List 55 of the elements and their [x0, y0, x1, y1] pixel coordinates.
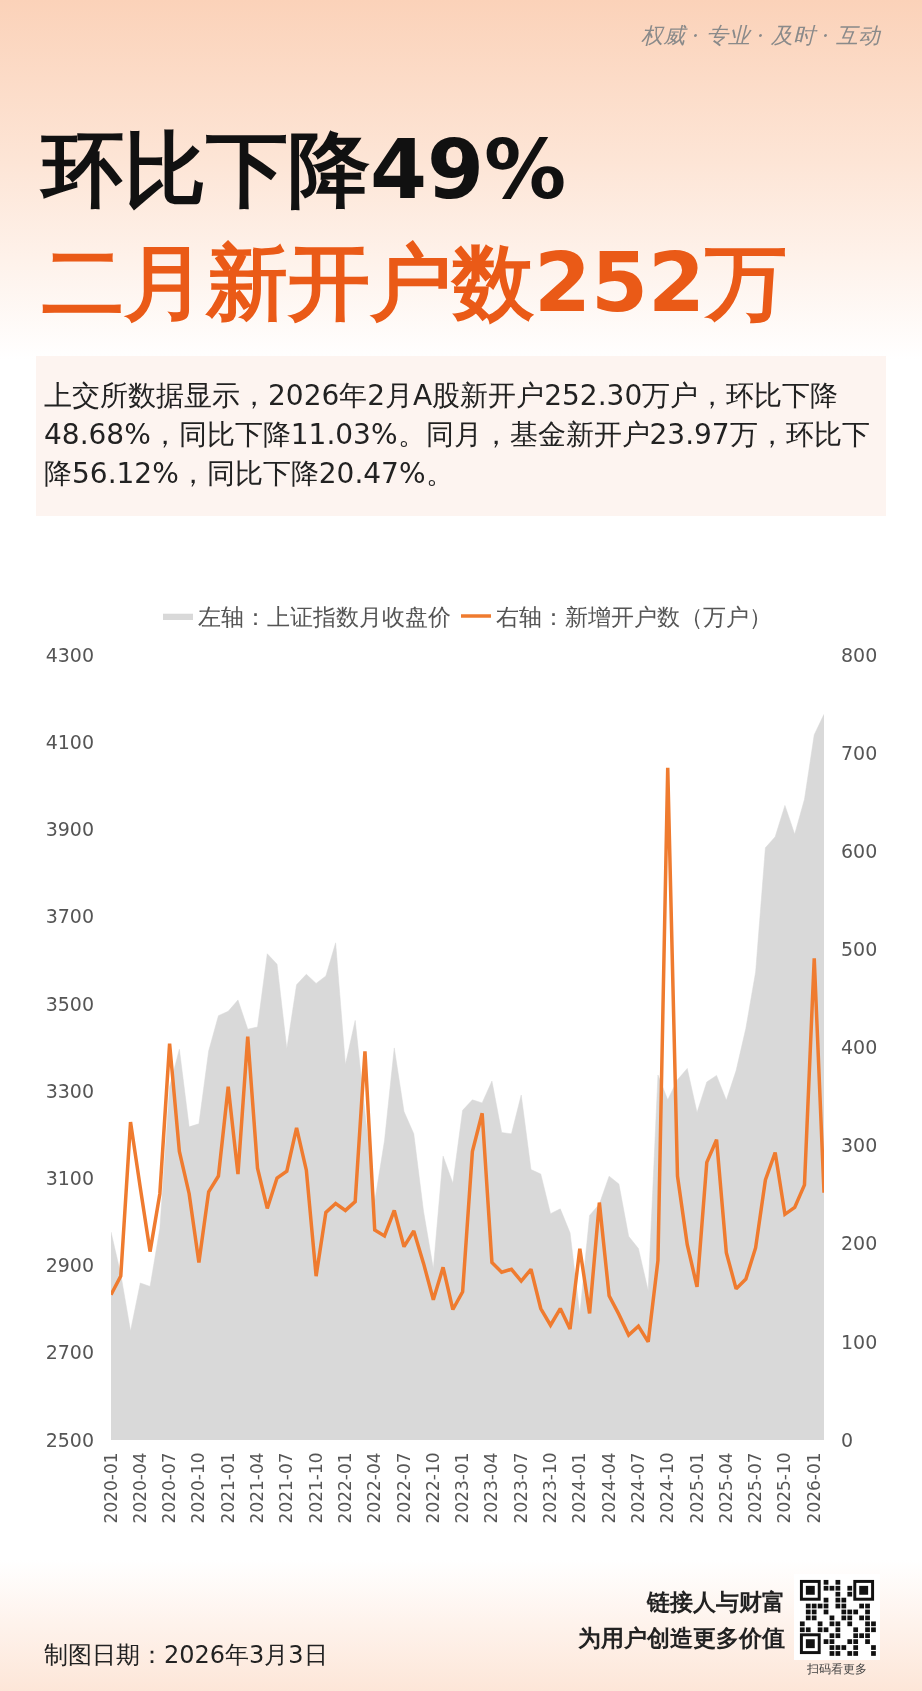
- x-tick-label: 2023-07: [510, 1452, 531, 1524]
- x-tick-label: 2022-07: [393, 1452, 414, 1524]
- x-tick-label: 2025-04: [715, 1452, 736, 1524]
- y2-tick-label: 600: [841, 839, 878, 862]
- x-tick-label: 2021-01: [217, 1452, 238, 1524]
- x-tick-label: 2023-10: [540, 1452, 561, 1524]
- x-tick-label: 2022-04: [364, 1452, 385, 1524]
- x-tick-label: 2025-01: [686, 1452, 707, 1524]
- y-tick-label: 3900: [45, 818, 94, 841]
- y-tick-label: 3500: [45, 992, 94, 1015]
- text: 制图日期：2026年3月3日: [44, 1640, 328, 1670]
- y2-tick-label: 0: [841, 1428, 854, 1451]
- y2-tick-label: 400: [841, 1036, 878, 1059]
- x-tick-label: 2020-04: [129, 1452, 150, 1524]
- legend-label: 右轴：新增开户数（万户）: [496, 603, 772, 630]
- x-tick-label: 2025-07: [745, 1452, 766, 1524]
- text: 扫码看更多: [806, 1661, 868, 1677]
- x-tick-label: 2022-01: [334, 1452, 355, 1524]
- line-series: [111, 766, 824, 1344]
- x-tick-label: 2020-07: [159, 1452, 180, 1524]
- y2-tick-label: 700: [841, 741, 878, 764]
- y2-tick-label: 300: [841, 1134, 878, 1157]
- y-tick-label: 3100: [45, 1166, 94, 1189]
- x-tick-label: 2023-01: [452, 1452, 473, 1524]
- y-tick-label: 4300: [45, 643, 94, 666]
- y-tick-label: 3300: [45, 1079, 94, 1102]
- x-tick-label: 2024-04: [598, 1452, 619, 1524]
- x-tick-label: 2024-07: [627, 1452, 648, 1524]
- x-tick-label: 2023-04: [481, 1452, 502, 1524]
- chart-subtitle: 二月新开户数252万: [42, 235, 788, 330]
- chart-title: 环比下降49%: [42, 122, 567, 217]
- y-tick-label: 4100: [45, 730, 94, 753]
- x-tick-label: 2020-10: [188, 1452, 209, 1524]
- legend-label: 左轴：上证指数月收盘价: [198, 603, 451, 630]
- x-tick-label: 2026-01: [803, 1452, 824, 1524]
- x-tick-label: 2021-07: [276, 1452, 297, 1524]
- y2-tick-label: 200: [841, 1232, 878, 1255]
- text: 上交所数据显示，2026年2月A股新开户252.30万户，环比下降48.68%，同比下降11.03%。同月，基金新开户23.97万，环比下降56.12%，同比下降20.47%。: [36, 356, 886, 516]
- y2-tick-label: 500: [841, 938, 878, 961]
- y-tick-label: 2700: [45, 1341, 94, 1364]
- text: 链接人与财富: [647, 1588, 785, 1616]
- y-tick-label: 3700: [45, 905, 94, 928]
- x-tick-label: 2022-10: [422, 1452, 443, 1524]
- y-tick-label: 2500: [45, 1428, 94, 1451]
- x-tick-label: 2021-10: [305, 1452, 326, 1524]
- x-tick-label: 2020-01: [100, 1452, 121, 1524]
- x-tick-label: 2024-10: [657, 1452, 678, 1524]
- text: 权威 · 专业 · 及时 · 互动: [641, 22, 880, 50]
- y-tick-label: 2900: [45, 1254, 94, 1277]
- y2-tick-label: 800: [841, 643, 878, 666]
- y2-tick-label: 100: [841, 1330, 878, 1353]
- x-tick-label: 2025-10: [774, 1452, 795, 1524]
- x-tick-label: 2024-01: [569, 1452, 590, 1524]
- text: 为用户创造更多价值: [578, 1624, 785, 1652]
- x-tick-label: 2021-04: [247, 1452, 268, 1524]
